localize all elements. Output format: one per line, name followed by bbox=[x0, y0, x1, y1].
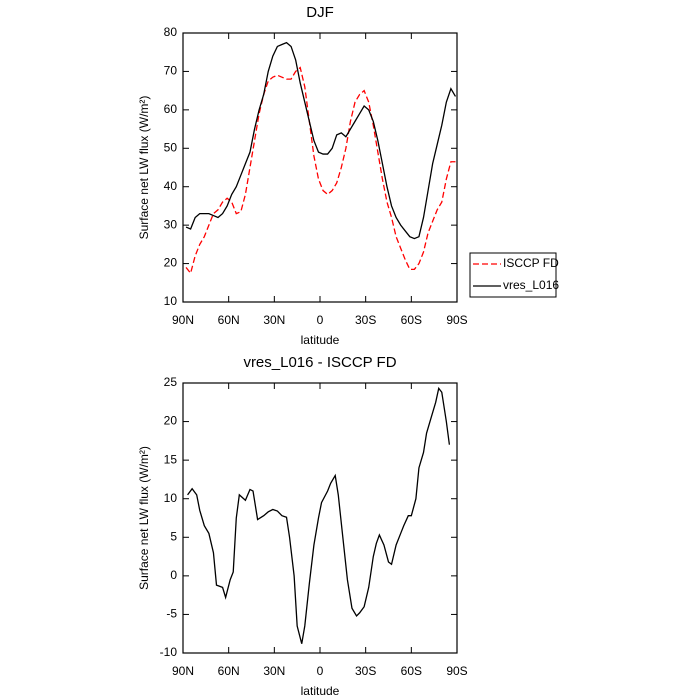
y-tick-label: 10 bbox=[164, 491, 178, 505]
x-axis-label: latitude bbox=[301, 684, 340, 698]
x-tick-label: 30S bbox=[355, 313, 376, 327]
chart-title: vres_L016 - ISCCP FD bbox=[243, 354, 396, 371]
y-tick-label: 20 bbox=[164, 414, 178, 428]
x-tick-label: 30S bbox=[355, 664, 376, 678]
y-tick-label: 25 bbox=[164, 375, 178, 389]
series-line bbox=[185, 41, 457, 240]
y-tick-label: 0 bbox=[170, 568, 177, 582]
y-tick-label: 60 bbox=[164, 102, 178, 116]
x-tick-label: 90S bbox=[446, 313, 467, 327]
x-tick-label: 90N bbox=[172, 664, 194, 678]
x-tick-label: 90N bbox=[172, 313, 194, 327]
y-tick-label: 30 bbox=[164, 217, 178, 231]
plot-frame bbox=[182, 382, 458, 654]
chart-title: DJF bbox=[306, 4, 334, 21]
x-tick-label: 30N bbox=[263, 664, 285, 678]
x-tick-label: 60S bbox=[401, 664, 422, 678]
legend-label: ISCCP FD bbox=[503, 256, 559, 270]
y-axis-label: Surface net LW flux (W/m²) bbox=[137, 446, 151, 590]
y-tick-label: 5 bbox=[170, 529, 177, 543]
y-tick-label: -5 bbox=[166, 607, 177, 621]
plot-frame bbox=[182, 32, 458, 303]
x-tick-label: 60N bbox=[218, 664, 240, 678]
x-tick-label: 90S bbox=[446, 664, 467, 678]
x-tick-label: 30N bbox=[263, 313, 285, 327]
y-tick-label: -10 bbox=[160, 645, 178, 659]
y-axis-label: Surface net LW flux (W/m²) bbox=[137, 96, 151, 240]
y-tick-label: 15 bbox=[164, 452, 178, 466]
x-tick-label: 0 bbox=[317, 313, 324, 327]
y-tick-label: 70 bbox=[164, 64, 178, 78]
legend-box bbox=[469, 252, 557, 298]
x-tick-label: 0 bbox=[317, 664, 324, 678]
x-tick-label: 60N bbox=[218, 313, 240, 327]
x-axis-label: latitude bbox=[301, 333, 340, 347]
series-line bbox=[187, 386, 451, 644]
x-tick-label: 60S bbox=[401, 313, 422, 327]
y-tick-label: 20 bbox=[164, 256, 178, 270]
y-tick-label: 50 bbox=[164, 140, 178, 154]
y-tick-label: 10 bbox=[164, 294, 178, 308]
series-line bbox=[185, 66, 456, 275]
y-tick-label: 80 bbox=[164, 25, 178, 39]
y-tick-label: 40 bbox=[164, 179, 178, 193]
legend-label: vres_L016 bbox=[503, 278, 559, 292]
